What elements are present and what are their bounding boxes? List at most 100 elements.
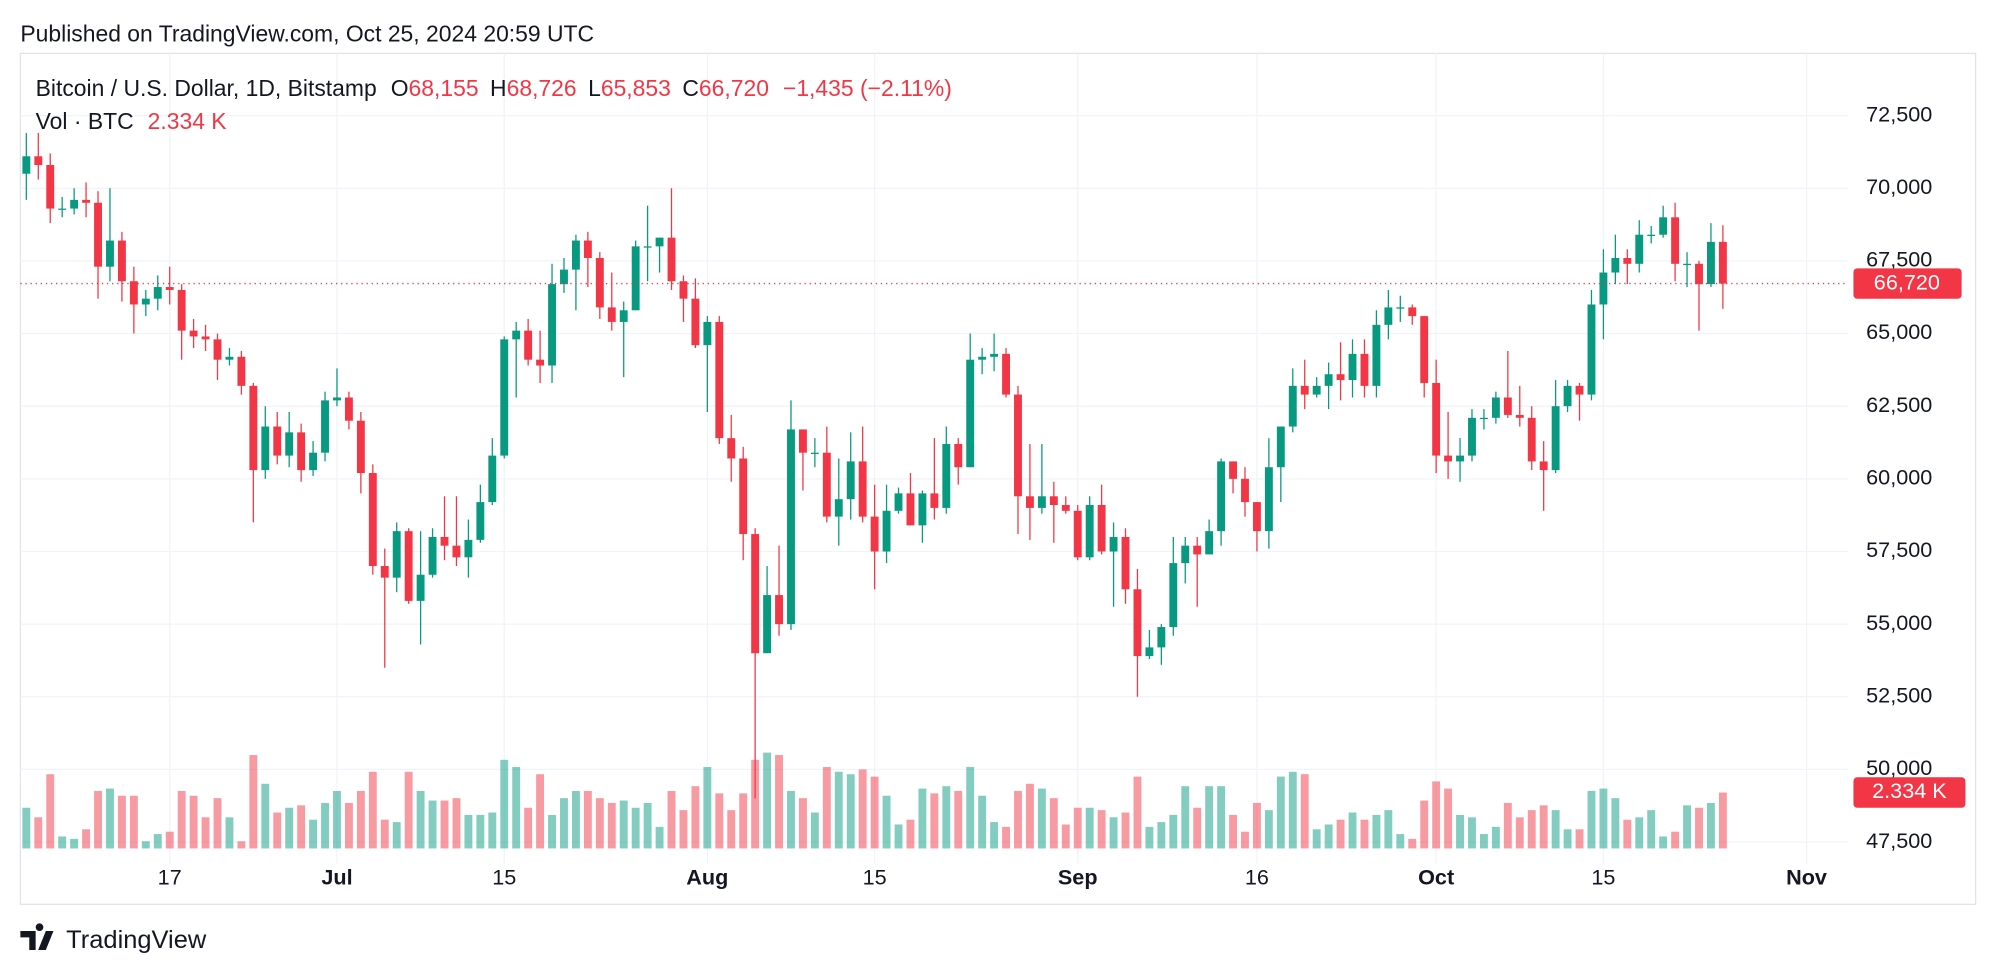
volume-bar: [942, 786, 951, 849]
volume-bar: [1193, 807, 1202, 849]
candle-body: [810, 452, 819, 454]
candle-body: [1611, 257, 1620, 273]
candle-body: [356, 420, 365, 474]
volume-value: 2.334 K: [148, 108, 227, 134]
volume-bar: [1312, 829, 1321, 849]
volume-bar: [1468, 817, 1476, 849]
volume-bar: [1659, 836, 1668, 849]
open-value: 68,155: [409, 75, 479, 101]
volume-bar: [201, 817, 210, 849]
volume-bar: [1671, 831, 1680, 849]
volume-bar: [464, 814, 473, 849]
volume-bar: [380, 819, 389, 849]
candle-body: [1479, 417, 1488, 420]
volume-bar: [1217, 786, 1226, 849]
volume-bar: [715, 793, 724, 849]
published-note: Published on TradingView.com, Oct 25, 20…: [20, 21, 594, 47]
brand[interactable]: TradingView: [66, 926, 207, 954]
x-tick-label: 15: [1591, 865, 1615, 890]
volume-bar: [1276, 776, 1285, 849]
candle-body: [285, 432, 294, 456]
candle-body: [1432, 382, 1441, 456]
candle-body: [787, 429, 795, 625]
open-prefix: O: [391, 75, 409, 101]
candle-body: [1623, 257, 1632, 264]
candle-body: [1336, 374, 1345, 381]
volume-bar: [1121, 812, 1130, 849]
candle-body: [715, 321, 724, 439]
candle-body: [1444, 455, 1453, 462]
candle-body: [619, 310, 628, 322]
volume-bar: [1037, 788, 1046, 849]
candle-body: [595, 257, 604, 308]
candle-body: [1718, 241, 1727, 284]
x-tick-label: 17: [158, 865, 182, 890]
y-tick-label: 67,500: [1866, 247, 1932, 272]
volume-bar: [1157, 822, 1166, 849]
volume-legend: Vol · BTC 2.334 K: [36, 108, 227, 134]
volume-bar: [1169, 814, 1178, 849]
volume-bar: [607, 802, 616, 849]
volume-bar: [1384, 810, 1393, 849]
candle-body: [321, 400, 329, 453]
volume-bar: [560, 798, 568, 849]
volume-title: Vol · BTC: [36, 108, 134, 134]
volume-bar: [619, 800, 628, 849]
volume-bar: [309, 819, 318, 849]
volume-bar: [476, 814, 485, 849]
candle-body: [129, 281, 138, 305]
volume-bar: [94, 790, 102, 849]
candle-body: [476, 502, 485, 540]
candle-body: [1635, 234, 1644, 264]
candle-body: [1097, 504, 1106, 552]
candle-body: [655, 237, 664, 247]
footer-logo[interactable]: TradingView: [20, 923, 207, 954]
candle-body: [1384, 307, 1393, 325]
candle-body: [1468, 417, 1476, 456]
candle-body: [1264, 467, 1273, 532]
volume-bar: [1491, 826, 1500, 849]
legend-line: Bitcoin / U.S. Dollar, 1D, Bitstamp O68,…: [36, 75, 952, 101]
volume-bar: [548, 814, 556, 849]
volume-bar: [571, 790, 580, 849]
volume-bar: [703, 767, 712, 849]
candle-body: [1396, 307, 1405, 309]
volume-bar: [536, 774, 545, 849]
volume-bar: [524, 807, 533, 849]
volume-bar: [1587, 790, 1596, 849]
candle-body: [631, 246, 640, 311]
candle-body: [966, 359, 975, 468]
candle-body: [392, 531, 401, 578]
candle-body: [882, 510, 891, 552]
volume-bar: [1479, 834, 1488, 849]
volume-bar: [356, 790, 365, 849]
volume-bar: [739, 793, 748, 849]
logo-icon[interactable]: [20, 923, 54, 951]
candle-body: [1372, 324, 1381, 386]
volume-bar: [966, 767, 975, 849]
volume-bar: [488, 812, 497, 849]
candle-body: [1300, 385, 1309, 395]
candle-body: [1157, 627, 1166, 648]
volume-bar: [129, 795, 138, 849]
candle-body: [464, 539, 473, 558]
volume-bar: [1420, 800, 1429, 849]
candle-body: [488, 455, 497, 503]
low-value: 65,853: [601, 75, 671, 101]
x-tick-label: 15: [863, 865, 887, 890]
candle-body: [846, 461, 855, 500]
candle-body: [428, 536, 437, 575]
volume-bar: [237, 841, 246, 849]
candle-body: [763, 595, 772, 654]
candle-body: [607, 307, 616, 322]
volume-bar: [1647, 810, 1656, 849]
candle-body: [261, 426, 270, 471]
last-price-tag: [1853, 268, 1962, 299]
volume-bar: [679, 810, 688, 849]
volume-bar: [440, 800, 449, 849]
candle-body: [237, 356, 246, 386]
volume-bar: [153, 834, 162, 849]
volume-bar: [667, 790, 676, 849]
volume-bar: [321, 802, 329, 849]
candle-body: [739, 458, 748, 535]
